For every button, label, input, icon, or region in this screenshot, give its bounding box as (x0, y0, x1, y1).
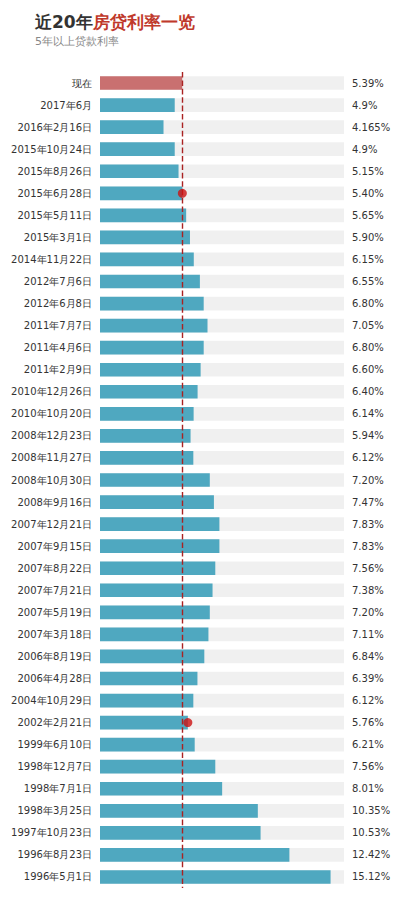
svg-text:5.39%: 5.39% (352, 78, 384, 89)
svg-text:5.94%: 5.94% (352, 430, 384, 441)
svg-text:5.76%: 5.76% (352, 717, 384, 728)
svg-text:10.53%: 10.53% (352, 827, 390, 838)
svg-text:2007年12月21日: 2007年12月21日 (11, 519, 92, 530)
svg-text:1997年10月23日: 1997年10月23日 (11, 827, 92, 838)
svg-text:6.40%: 6.40% (352, 386, 384, 397)
svg-text:7.83%: 7.83% (352, 519, 384, 530)
svg-text:1998年7月1日: 1998年7月1日 (24, 783, 92, 794)
svg-text:2006年4月28日: 2006年4月28日 (17, 673, 92, 684)
svg-text:7.38%: 7.38% (352, 585, 384, 596)
svg-text:4.165%: 4.165% (352, 122, 390, 133)
svg-text:2002年2月21日: 2002年2月21日 (17, 717, 92, 728)
svg-text:2007年3月18日: 2007年3月18日 (17, 629, 92, 640)
svg-text:2016年2月16日: 2016年2月16日 (17, 122, 92, 133)
svg-text:6.80%: 6.80% (352, 342, 384, 353)
svg-text:6.15%: 6.15% (352, 254, 384, 265)
svg-text:2015年6月28日: 2015年6月28日 (17, 188, 92, 199)
svg-text:2004年10月29日: 2004年10月29日 (11, 695, 92, 706)
svg-text:2007年8月22日: 2007年8月22日 (17, 563, 92, 574)
svg-text:2011年4月6日: 2011年4月6日 (24, 342, 92, 353)
svg-text:现在: 现在 (72, 78, 92, 89)
svg-text:5.90%: 5.90% (352, 232, 384, 243)
svg-text:6.55%: 6.55% (352, 276, 384, 287)
svg-text:7.20%: 7.20% (352, 607, 384, 618)
svg-text:6.80%: 6.80% (352, 298, 384, 309)
svg-text:6.12%: 6.12% (352, 452, 384, 463)
svg-text:2012年6月8日: 2012年6月8日 (24, 298, 92, 309)
svg-text:6.39%: 6.39% (352, 673, 384, 684)
svg-text:2006年8月19日: 2006年8月19日 (17, 651, 92, 662)
svg-text:5.15%: 5.15% (352, 166, 384, 177)
svg-text:1999年6月10日: 1999年6月10日 (17, 739, 92, 750)
svg-text:8.01%: 8.01% (352, 783, 384, 794)
svg-text:5年以上贷款利率: 5年以上贷款利率 (35, 35, 119, 48)
svg-text:7.56%: 7.56% (352, 563, 384, 574)
svg-text:10.35%: 10.35% (352, 805, 390, 816)
svg-text:15.12%: 15.12% (352, 871, 390, 882)
svg-text:2015年8月26日: 2015年8月26日 (17, 166, 92, 177)
svg-text:7.05%: 7.05% (352, 320, 384, 331)
svg-text:2008年11月27日: 2008年11月27日 (11, 452, 92, 463)
svg-text:2011年2月9日: 2011年2月9日 (24, 364, 92, 375)
svg-text:2007年5月19日: 2007年5月19日 (17, 607, 92, 618)
svg-text:2012年7月6日: 2012年7月6日 (24, 276, 92, 287)
svg-text:7.83%: 7.83% (352, 541, 384, 552)
svg-text:6.60%: 6.60% (352, 364, 384, 375)
svg-text:12.42%: 12.42% (352, 849, 390, 860)
svg-text:6.21%: 6.21% (352, 739, 384, 750)
svg-text:2014年11月22日: 2014年11月22日 (11, 254, 92, 265)
svg-text:6.12%: 6.12% (352, 695, 384, 706)
svg-text:2008年10月30日: 2008年10月30日 (11, 475, 92, 486)
svg-text:1996年8月23日: 1996年8月23日 (17, 849, 92, 860)
svg-text:7.47%: 7.47% (352, 497, 384, 508)
svg-text:房贷利率一览: 房贷利率一览 (92, 12, 195, 32)
svg-text:1998年12月7日: 1998年12月7日 (17, 761, 92, 772)
svg-text:7.11%: 7.11% (352, 629, 384, 640)
svg-text:5.65%: 5.65% (352, 210, 384, 221)
svg-text:2008年9月16日: 2008年9月16日 (17, 497, 92, 508)
svg-text:7.20%: 7.20% (352, 475, 384, 486)
svg-text:2007年7月21日: 2007年7月21日 (17, 585, 92, 596)
svg-text:2010年12月26日: 2010年12月26日 (11, 386, 92, 397)
svg-text:2011年7月7日: 2011年7月7日 (24, 320, 92, 331)
svg-text:1998年3月25日: 1998年3月25日 (17, 805, 92, 816)
svg-text:2015年5月11日: 2015年5月11日 (17, 210, 92, 221)
svg-text:4.9%: 4.9% (352, 100, 377, 111)
svg-text:2007年9月15日: 2007年9月15日 (17, 541, 92, 552)
svg-text:2015年10月24日: 2015年10月24日 (11, 144, 92, 155)
svg-text:1996年5月1日: 1996年5月1日 (24, 871, 92, 882)
svg-text:5.40%: 5.40% (352, 188, 384, 199)
svg-text:2015年3月1日: 2015年3月1日 (24, 232, 92, 243)
svg-text:2008年12月23日: 2008年12月23日 (11, 430, 92, 441)
svg-text:6.84%: 6.84% (352, 651, 384, 662)
svg-text:6.14%: 6.14% (352, 408, 384, 419)
svg-text:4.9%: 4.9% (352, 144, 377, 155)
svg-text:7.56%: 7.56% (352, 761, 384, 772)
svg-text:近20年: 近20年 (34, 12, 93, 32)
svg-text:2017年6月: 2017年6月 (40, 100, 92, 111)
svg-text:2010年10月20日: 2010年10月20日 (11, 408, 92, 419)
